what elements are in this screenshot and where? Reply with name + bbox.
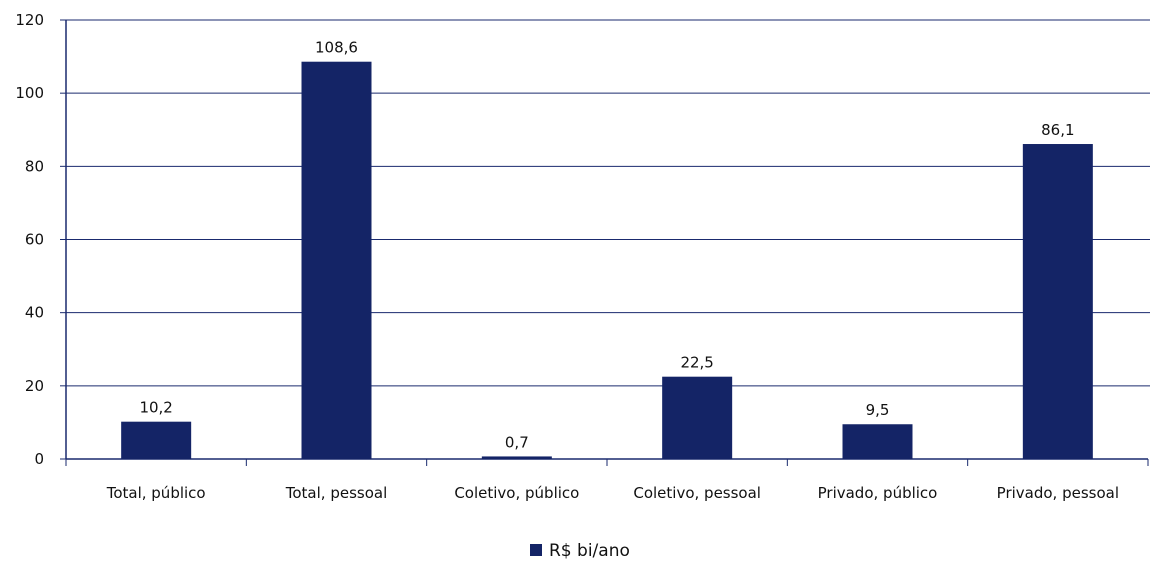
- legend-label: R$ bi/ano: [549, 541, 630, 561]
- x-tick-label: Coletivo, público: [454, 484, 579, 502]
- y-tick-label: 120: [15, 11, 44, 29]
- y-tick-label: 100: [15, 84, 44, 102]
- bar: [662, 376, 733, 459]
- data-label: 10,2: [139, 399, 172, 417]
- legend: R$ bi/ano: [530, 541, 630, 561]
- x-tick-label: Total, pessoal: [285, 484, 387, 502]
- x-tick-label: Privado, pessoal: [997, 484, 1119, 502]
- bar: [481, 456, 552, 459]
- y-tick-label: 0: [34, 450, 44, 468]
- bar: [121, 421, 192, 459]
- data-label: 9,5: [866, 401, 890, 419]
- axes: 0 20 40 60 80 100 120 Total, público Total, pess…: [15, 11, 1149, 502]
- legend-swatch: [530, 544, 542, 556]
- x-tick-label: Coletivo, pessoal: [633, 484, 761, 502]
- data-label: 108,6: [315, 39, 358, 57]
- y-tick-label: 20: [25, 377, 44, 395]
- data-label: 0,7: [505, 433, 529, 451]
- bar: [842, 424, 913, 459]
- bar: [301, 61, 372, 459]
- grid-lines: [66, 19, 1150, 387]
- x-tick-label: Total, público: [106, 484, 206, 502]
- x-tick-label: Privado, público: [818, 484, 938, 502]
- data-labels: 10,2 108,6 0,7 22,5 9,5 86,1: [139, 39, 1074, 452]
- y-tick-label: 80: [25, 157, 44, 175]
- y-tick-label: 60: [25, 231, 44, 249]
- data-label: 86,1: [1041, 121, 1074, 139]
- data-label: 22,5: [680, 354, 713, 372]
- y-tick-label: 40: [25, 304, 44, 322]
- bar: [1022, 144, 1093, 459]
- bars: [121, 61, 1093, 459]
